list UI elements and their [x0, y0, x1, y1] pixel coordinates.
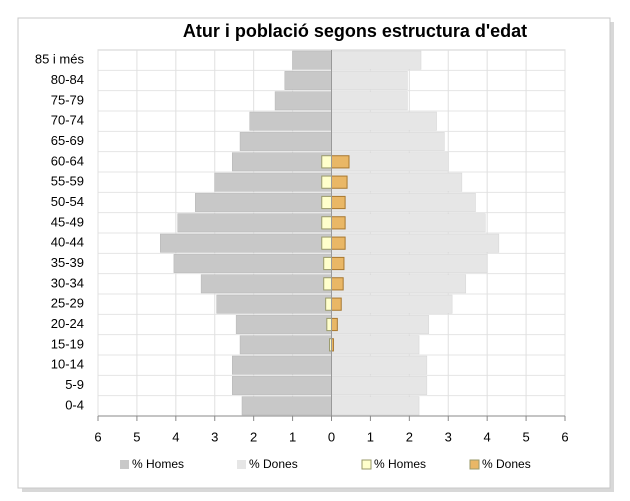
x-tick-label: 6 — [94, 429, 101, 444]
bar — [331, 193, 476, 212]
bar — [160, 233, 332, 253]
bar — [292, 50, 332, 70]
bar — [325, 297, 333, 311]
bar — [326, 317, 332, 332]
bar — [331, 172, 463, 192]
bar — [331, 315, 430, 334]
bar — [331, 216, 346, 230]
bar — [331, 294, 453, 314]
y-tick-label: 15-19 — [51, 336, 84, 351]
legend-label: % Dones — [482, 457, 531, 471]
bar — [331, 50, 422, 70]
bar — [331, 233, 500, 253]
bar — [331, 111, 437, 131]
y-tick-label: 40-44 — [51, 235, 84, 250]
x-tick-label: 4 — [172, 429, 179, 444]
bar — [321, 216, 333, 230]
bar — [241, 396, 332, 416]
legend-label: % Homes — [132, 457, 184, 471]
x-tick-label: 1 — [367, 429, 374, 444]
y-tick-label: 25-29 — [51, 296, 84, 311]
x-tick-label: 1 — [289, 429, 296, 444]
y-tick-label: 30-34 — [51, 275, 84, 290]
y-tick-label: 65-69 — [51, 133, 84, 148]
bar — [216, 294, 332, 314]
y-tick-label: 35-39 — [51, 255, 84, 270]
x-tick-label: 3 — [211, 429, 218, 444]
bar — [331, 297, 342, 311]
y-tick-label: 10-14 — [51, 357, 84, 372]
bar — [232, 376, 332, 395]
bar — [331, 254, 488, 273]
bar — [331, 274, 467, 294]
x-tick-label: 0 — [328, 429, 335, 444]
bar — [232, 355, 332, 375]
bar — [331, 236, 346, 250]
y-tick-label: 60-64 — [51, 153, 84, 168]
bar — [321, 155, 333, 169]
legend-label: % Dones — [249, 457, 298, 471]
bar — [331, 335, 420, 355]
bar — [239, 335, 332, 355]
x-tick-label: 6 — [561, 429, 568, 444]
bar — [323, 277, 333, 291]
chart-title: Atur i població segons estructura d'edat — [183, 21, 527, 41]
bar — [323, 256, 333, 271]
legend-swatch — [361, 459, 372, 470]
x-tick-label: 5 — [133, 429, 140, 444]
x-tick-label: 5 — [522, 429, 529, 444]
bar — [284, 71, 332, 90]
bar — [200, 274, 332, 294]
x-tick-label: 4 — [484, 429, 491, 444]
bar — [214, 172, 332, 192]
bar — [331, 256, 345, 271]
bar — [331, 155, 350, 169]
y-tick-label: 75-79 — [51, 92, 84, 107]
y-tick-label: 85 i més — [35, 52, 85, 67]
legend-swatch — [469, 459, 480, 470]
bar — [331, 277, 344, 291]
bar — [321, 195, 333, 210]
y-tick-label: 80-84 — [51, 72, 84, 87]
bar — [321, 236, 333, 250]
bar — [321, 175, 333, 189]
bar — [331, 355, 428, 375]
bar — [331, 376, 428, 395]
bar — [331, 317, 338, 332]
bar — [274, 91, 332, 111]
x-tick-label: 2 — [250, 429, 257, 444]
bar — [331, 396, 420, 416]
x-tick-label: 3 — [445, 429, 452, 444]
y-tick-label: 45-49 — [51, 214, 84, 229]
legend-swatch — [237, 460, 246, 469]
bar — [331, 175, 348, 189]
bar — [235, 315, 332, 334]
bar — [331, 71, 408, 90]
legend-swatch — [120, 460, 129, 469]
bar — [331, 195, 346, 210]
bar — [173, 254, 332, 273]
bar — [331, 91, 408, 111]
bar — [239, 132, 332, 151]
y-tick-label: 50-54 — [51, 194, 84, 209]
y-tick-label: 70-74 — [51, 113, 84, 128]
y-tick-label: 55-59 — [51, 174, 84, 189]
y-tick-label: 0-4 — [65, 397, 84, 412]
y-tick-label: 5-9 — [65, 377, 84, 392]
bar — [195, 193, 332, 212]
bar — [249, 111, 332, 131]
bar — [177, 213, 332, 233]
bar — [232, 152, 332, 172]
x-tick-label: 2 — [406, 429, 413, 444]
legend-label: % Homes — [374, 457, 426, 471]
bar — [331, 132, 445, 151]
bar — [331, 213, 486, 233]
y-tick-label: 20-24 — [51, 316, 84, 331]
